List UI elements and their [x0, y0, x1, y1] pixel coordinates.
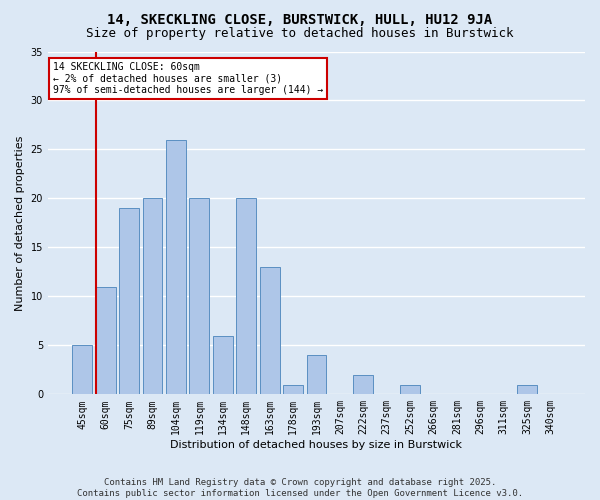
Bar	[307, 355, 326, 395]
Bar	[283, 384, 303, 394]
Bar	[236, 198, 256, 394]
Text: 14, SKECKLING CLOSE, BURSTWICK, HULL, HU12 9JA: 14, SKECKLING CLOSE, BURSTWICK, HULL, HU…	[107, 12, 493, 26]
Bar	[353, 374, 373, 394]
Bar	[190, 198, 209, 394]
Bar	[400, 384, 420, 394]
Text: 14 SKECKLING CLOSE: 60sqm
← 2% of detached houses are smaller (3)
97% of semi-de: 14 SKECKLING CLOSE: 60sqm ← 2% of detach…	[53, 62, 323, 95]
Bar	[166, 140, 186, 394]
Bar	[517, 384, 537, 394]
Bar	[143, 198, 163, 394]
Text: Size of property relative to detached houses in Burstwick: Size of property relative to detached ho…	[86, 28, 514, 40]
Bar	[73, 346, 92, 395]
Text: Contains HM Land Registry data © Crown copyright and database right 2025.
Contai: Contains HM Land Registry data © Crown c…	[77, 478, 523, 498]
Bar	[96, 286, 116, 395]
Bar	[260, 267, 280, 394]
Bar	[119, 208, 139, 394]
X-axis label: Distribution of detached houses by size in Burstwick: Distribution of detached houses by size …	[170, 440, 463, 450]
Y-axis label: Number of detached properties: Number of detached properties	[15, 135, 25, 310]
Bar	[213, 336, 233, 394]
